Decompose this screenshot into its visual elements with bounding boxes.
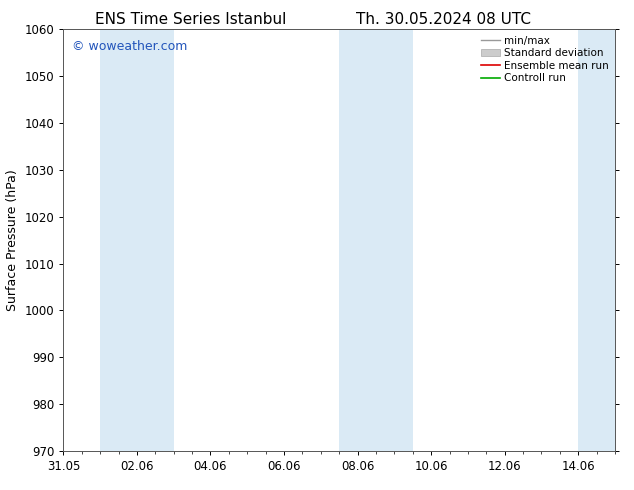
Text: ENS Time Series Istanbul: ENS Time Series Istanbul (94, 12, 286, 27)
Bar (578, 29, 615, 451)
Bar (119, 29, 174, 451)
Bar (100, 29, 119, 451)
Text: © woweather.com: © woweather.com (72, 40, 187, 53)
Bar (339, 29, 376, 451)
Text: Th. 30.05.2024 08 UTC: Th. 30.05.2024 08 UTC (356, 12, 531, 27)
Legend: min/max, Standard deviation, Ensemble mean run, Controll run: min/max, Standard deviation, Ensemble me… (477, 31, 613, 88)
Y-axis label: Surface Pressure (hPa): Surface Pressure (hPa) (6, 169, 19, 311)
Bar (376, 29, 413, 451)
